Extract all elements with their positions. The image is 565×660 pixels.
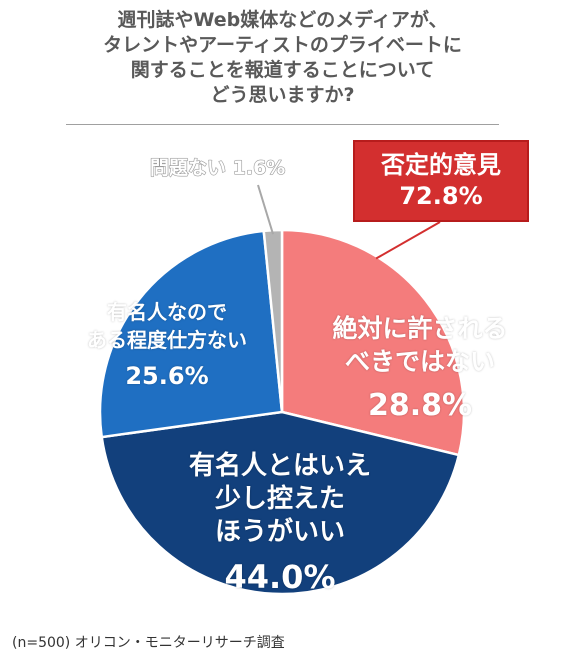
title-line-2: タレントやアーティストのプライベートに	[103, 34, 462, 56]
slice-label-absolutely-not: 絶対に許される べきではない 28.8%	[295, 312, 545, 428]
negative-opinion-value: 72.8%	[399, 182, 483, 210]
chart-title: 週刊誌やWeb媒体などのメディアが、 タレントやアーティストのプライベートに 関…	[0, 8, 565, 108]
slice-name-no-problem: 問題ない	[149, 157, 227, 180]
negative-opinion-label: 否定的意見	[381, 151, 501, 179]
slice-value-should-refrain: 44.0%	[224, 558, 336, 596]
slice-value-absolutely-not: 28.8%	[367, 388, 473, 423]
slice-label-unavoidable: 有名人なので ある程度仕方ない 25.6%	[62, 298, 272, 394]
footer-note: (n=500) オリコン・モニターリサーチ調査	[12, 635, 285, 651]
pie-slice-should-refrain	[100, 410, 461, 596]
slice-name-unavoidable-2: ある程度仕方ない	[87, 328, 247, 352]
pie-slice-absolutely-not	[280, 228, 466, 457]
negative-opinion-box: 否定的意見 72.8%	[353, 140, 529, 222]
slice-value-no-problem: 1.6%	[232, 157, 286, 180]
title-divider	[66, 124, 499, 125]
pie-slice-unavoidable	[98, 229, 284, 439]
leader-line-negative	[375, 221, 441, 260]
slice-label-no-problem: 問題ない 1.6%	[149, 153, 340, 180]
title-line-4: どう思いますか?	[210, 84, 355, 106]
title-line-3: 関することを報道することについて	[130, 59, 435, 81]
slice-name-should-refrain-3: ほうがいい	[214, 517, 345, 547]
title-line-1: 週刊誌やWeb媒体などのメディアが、	[117, 9, 448, 31]
slice-label-should-refrain: 有名人とはいえ 少し控えた ほうがいい 44.0%	[160, 450, 400, 599]
slice-value-unavoidable: 25.6%	[125, 362, 209, 390]
slice-name-should-refrain-1: 有名人とはいえ	[188, 451, 371, 481]
slice-name-absolutely-not-2: べきではない	[344, 347, 495, 376]
slice-name-absolutely-not-1: 絶対に許される	[332, 314, 508, 343]
slice-name-unavoidable-1: 有名人なので	[107, 300, 227, 324]
slice-name-should-refrain-2: 少し控えた	[214, 484, 345, 514]
leader-line-no-problem	[257, 184, 275, 235]
